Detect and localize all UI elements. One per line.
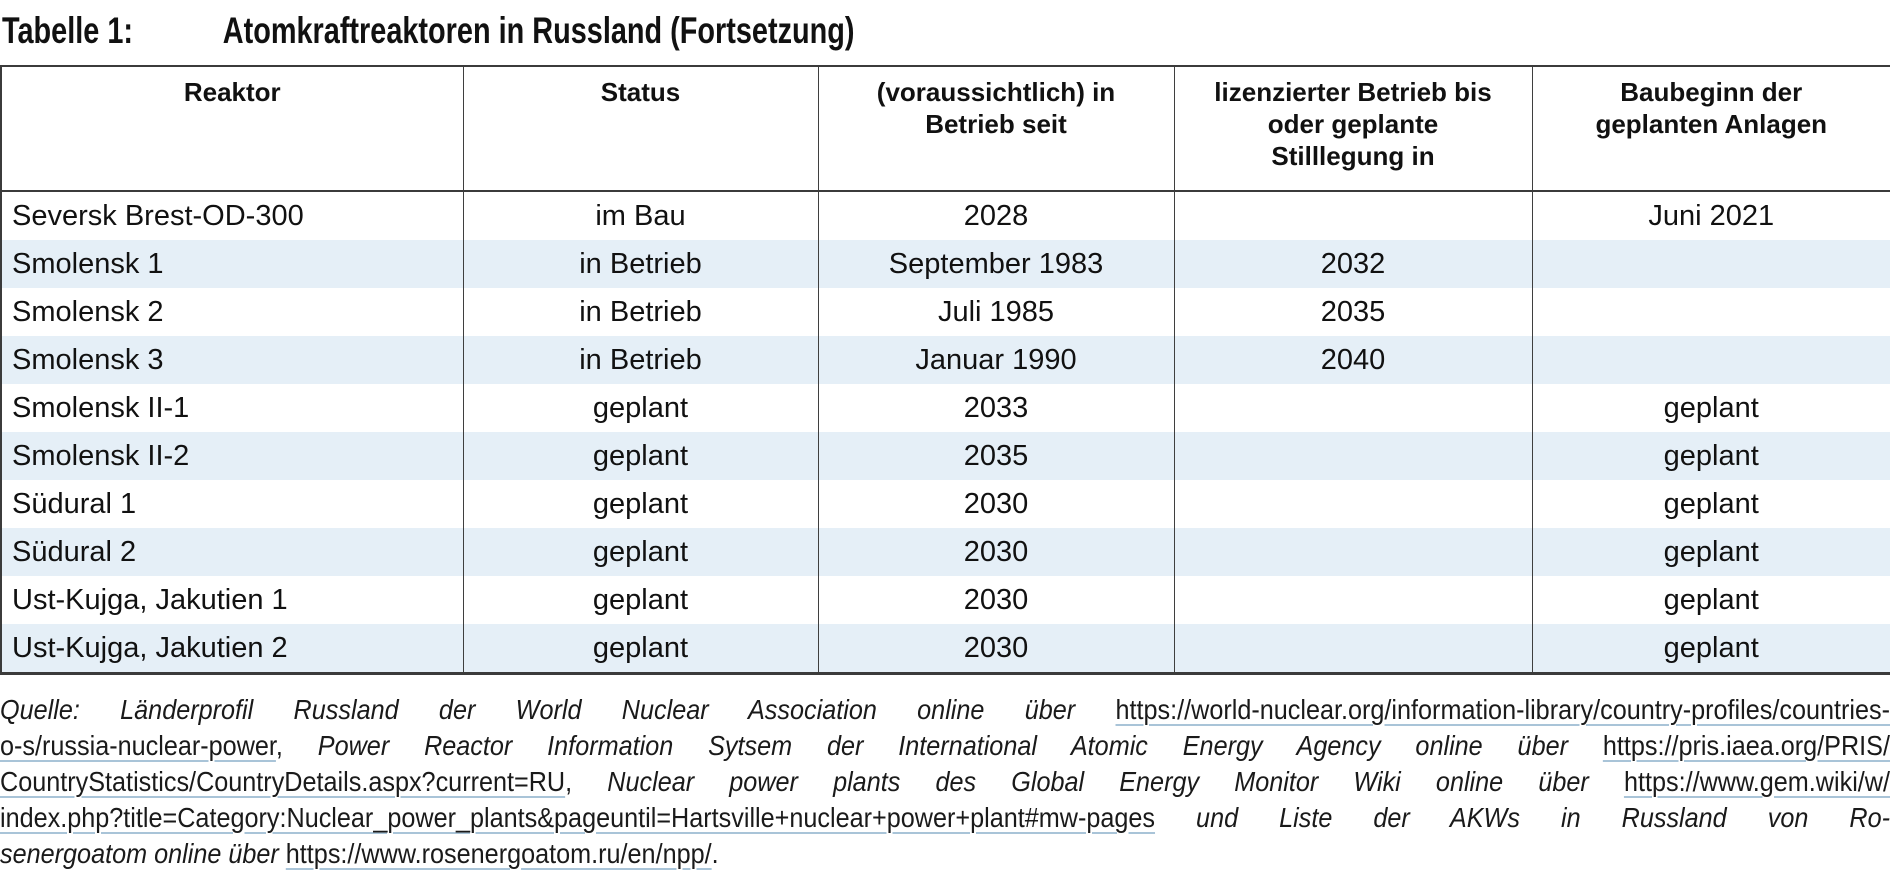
source-text: und Liste der AKWs in Russland von Ro- — [1155, 802, 1890, 833]
source-url-link[interactable]: CountryStatistics/CountryDetails.aspx?cu… — [0, 766, 566, 797]
table-row: Smolensk II-1 geplant 2033 geplant — [0, 384, 1890, 432]
cell-reaktor: Smolensk 1 — [0, 240, 464, 288]
reactors-table: Reaktor Status (voraussichtlich) in Betr… — [0, 65, 1890, 675]
source-text: . — [711, 838, 719, 869]
table-row: Ust-Kujga, Jakutien 2 geplant 2030 gepla… — [0, 624, 1890, 674]
column-header-baubeginn: Baubeginn der geplanten Anlagen — [1531, 66, 1890, 192]
cell-reaktor: Smolensk II-1 — [0, 384, 464, 432]
cell-baubeginn: geplant — [1531, 576, 1890, 624]
cell-stilllegung: 2035 — [1173, 288, 1533, 336]
cell-baubeginn: geplant — [1531, 624, 1890, 674]
cell-stilllegung — [1173, 576, 1533, 624]
cell-status: geplant — [462, 384, 819, 432]
source-note: Quelle: Länderprofil Russland der World … — [0, 692, 1890, 872]
cell-baubeginn: Juni 2021 — [1531, 191, 1890, 240]
cell-stilllegung — [1173, 480, 1533, 528]
source-text: , — [565, 766, 608, 797]
source-line: index.php?title=Category:Nuclear_power_p… — [0, 800, 1890, 836]
cell-betrieb-seit: 2030 — [817, 624, 1175, 674]
column-header-status: Status — [462, 66, 819, 192]
source-url-link[interactable]: https://world-nuclear.org/information-li… — [1115, 694, 1890, 725]
cell-baubeginn — [1531, 336, 1890, 384]
source-text: Power Reactor Information Sytsem der Int… — [317, 730, 1603, 761]
source-text: Nuclear power plants des Global Energy M… — [607, 766, 1624, 797]
cell-status: im Bau — [462, 191, 819, 240]
source-line: senergoatom online über https://www.rose… — [0, 836, 1890, 872]
cell-reaktor: Südural 1 — [0, 480, 464, 528]
cell-betrieb-seit: 2030 — [817, 576, 1175, 624]
cell-status: geplant — [462, 480, 819, 528]
cell-betrieb-seit: September 1983 — [817, 240, 1175, 288]
cell-status: geplant — [462, 528, 819, 576]
column-header-betrieb-seit: (voraussichtlich) in Betrieb seit — [817, 66, 1175, 192]
cell-stilllegung — [1173, 528, 1533, 576]
table-number-label: Tabelle 1: — [2, 10, 133, 51]
cell-stilllegung: 2040 — [1173, 336, 1533, 384]
table-row: Ust-Kujga, Jakutien 1 geplant 2030 gepla… — [0, 576, 1890, 624]
source-url-link[interactable]: o-s/russia-nuclear-power — [0, 730, 276, 761]
cell-betrieb-seit: Juli 1985 — [817, 288, 1175, 336]
cell-stilllegung — [1173, 624, 1533, 674]
cell-status: geplant — [462, 576, 819, 624]
table-row: Smolensk II-2 geplant 2035 geplant — [0, 432, 1890, 480]
cell-betrieb-seit: Januar 1990 — [817, 336, 1175, 384]
source-line: CountryStatistics/CountryDetails.aspx?cu… — [0, 764, 1890, 800]
cell-status: in Betrieb — [462, 336, 819, 384]
column-header-reaktor: Reaktor — [0, 66, 464, 192]
source-url-link[interactable]: https://www.gem.wiki/w/ — [1623, 766, 1890, 797]
cell-betrieb-seit: 2035 — [817, 432, 1175, 480]
table-row: Seversk Brest-OD-300 im Bau 2028 Juni 20… — [0, 191, 1890, 240]
source-text: Quelle: Länderprofil Russland der World … — [0, 694, 1116, 725]
cell-stilllegung — [1173, 432, 1533, 480]
cell-betrieb-seit: 2030 — [817, 528, 1175, 576]
cell-baubeginn: geplant — [1531, 480, 1890, 528]
cell-baubeginn: geplant — [1531, 384, 1890, 432]
table-row: Smolensk 3 in Betrieb Januar 1990 2040 — [0, 336, 1890, 384]
cell-status: geplant — [462, 624, 819, 674]
page-title: Tabelle 1: Atomkraftreaktoren in Russland… — [2, 10, 1475, 56]
cell-baubeginn — [1531, 288, 1890, 336]
column-header-stilllegung: lizenzierter Betrieb bis oder geplante S… — [1173, 66, 1533, 192]
cell-reaktor: Smolensk 3 — [0, 336, 464, 384]
cell-betrieb-seit: 2028 — [817, 191, 1175, 240]
source-line: o-s/russia-nuclear-power, Power Reactor … — [0, 728, 1890, 764]
source-text: senergoatom online über — [0, 838, 286, 869]
cell-reaktor: Südural 2 — [0, 528, 464, 576]
cell-reaktor: Ust-Kujga, Jakutien 1 — [0, 576, 464, 624]
cell-reaktor: Smolensk 2 — [0, 288, 464, 336]
table-row: Smolensk 2 in Betrieb Juli 1985 2035 — [0, 288, 1890, 336]
source-line: Quelle: Länderprofil Russland der World … — [0, 692, 1890, 728]
cell-status: in Betrieb — [462, 288, 819, 336]
cell-betrieb-seit: 2030 — [817, 480, 1175, 528]
table-row: Südural 2 geplant 2030 geplant — [0, 528, 1890, 576]
cell-baubeginn: geplant — [1531, 528, 1890, 576]
table-row: Südural 1 geplant 2030 geplant — [0, 480, 1890, 528]
cell-status: geplant — [462, 432, 819, 480]
source-url-link[interactable]: index.php?title=Category:Nuclear_power_p… — [0, 802, 1156, 833]
cell-status: in Betrieb — [462, 240, 819, 288]
source-url-link[interactable]: https://pris.iaea.org/PRIS/ — [1602, 730, 1890, 761]
cell-stilllegung: 2032 — [1173, 240, 1533, 288]
table-title-text: Atomkraftreaktoren in Russland (Fortsetz… — [222, 10, 855, 51]
cell-reaktor: Seversk Brest-OD-300 — [0, 191, 464, 240]
source-url-link[interactable]: https://www.rosenergoatom.ru/en/npp/ — [285, 838, 712, 869]
table-row: Smolensk 1 in Betrieb September 1983 203… — [0, 240, 1890, 288]
cell-reaktor: Ust-Kujga, Jakutien 2 — [0, 624, 464, 674]
cell-stilllegung — [1173, 384, 1533, 432]
cell-stilllegung — [1173, 191, 1533, 240]
header-row: Reaktor Status (voraussichtlich) in Betr… — [0, 66, 1890, 192]
cell-baubeginn — [1531, 240, 1890, 288]
cell-reaktor: Smolensk II-2 — [0, 432, 464, 480]
cell-betrieb-seit: 2033 — [817, 384, 1175, 432]
cell-baubeginn: geplant — [1531, 432, 1890, 480]
source-text: , — [275, 730, 318, 761]
